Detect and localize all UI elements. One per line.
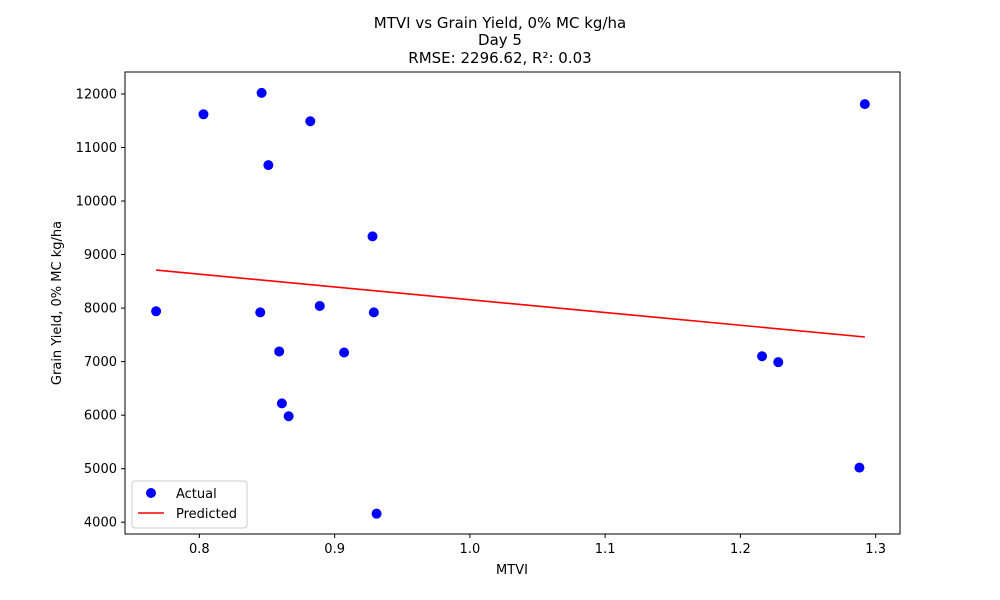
- x-axis-label: MTVI: [496, 563, 528, 578]
- actual-point-12: [368, 307, 379, 318]
- actual-point-4: [263, 160, 274, 171]
- actual-point-3: [256, 87, 267, 98]
- actual-point-11: [367, 231, 378, 242]
- x-tick-label: 0.8: [189, 542, 210, 557]
- y-axis-ticks: 4000 5000 6000 7000 8000 9000 10000 11000 12000: [76, 87, 125, 531]
- actual-point-6: [276, 398, 287, 409]
- actual-point-14: [757, 351, 768, 362]
- plot-frame: [124, 71, 901, 535]
- x-axis-ticks: 0.8 0.9 1.0 1.1 1.2 1.3: [189, 534, 886, 557]
- y-tick-label: 5000: [84, 462, 117, 477]
- y-tick-label: 11000: [76, 141, 117, 156]
- actual-point-9: [314, 300, 325, 311]
- actual-point-15: [773, 357, 784, 368]
- actual-point-16: [854, 462, 865, 473]
- y-tick-label: 10000: [76, 195, 117, 210]
- actual-point-5: [274, 346, 285, 357]
- chart-title-line-3: RMSE: 2296.62, R²: 0.03: [408, 49, 592, 67]
- actual-point-13: [371, 508, 382, 519]
- y-tick-label: 9000: [84, 248, 117, 263]
- actual-point-2: [255, 307, 266, 318]
- legend: Actual Predicted: [131, 480, 248, 529]
- actual-point-7: [283, 411, 294, 422]
- actual-point-8: [305, 116, 316, 127]
- y-tick-label: 4000: [84, 516, 117, 531]
- y-tick-label: 8000: [84, 302, 117, 317]
- legend-label-actual: Actual: [176, 487, 217, 502]
- x-tick-label: 1.1: [595, 542, 616, 557]
- x-tick-label: 0.9: [324, 542, 345, 557]
- actual-point-17: [859, 99, 870, 110]
- legend-box: [131, 480, 248, 529]
- actual-point-10: [339, 347, 350, 358]
- x-tick-label: 1.0: [460, 542, 481, 557]
- x-tick-label: 1.2: [730, 542, 751, 557]
- legend-label-predicted: Predicted: [176, 507, 237, 522]
- chart-title-line-2: Day 5: [478, 31, 522, 49]
- chart-title-line-1: MTVI vs Grain Yield, 0% MC kg/ha: [373, 14, 627, 32]
- y-axis-label: Grain Yield, 0% MC kg/ha: [50, 221, 65, 385]
- y-tick-label: 7000: [84, 355, 117, 370]
- plot-marks: [151, 87, 870, 519]
- x-tick-label: 1.3: [865, 542, 886, 557]
- y-tick-label: 6000: [84, 409, 117, 424]
- legend-marker-actual: [146, 488, 156, 498]
- actual-point-0: [151, 306, 162, 317]
- y-tick-label: 12000: [76, 87, 117, 102]
- actual-point-1: [198, 109, 209, 120]
- predicted-line: [156, 269, 865, 338]
